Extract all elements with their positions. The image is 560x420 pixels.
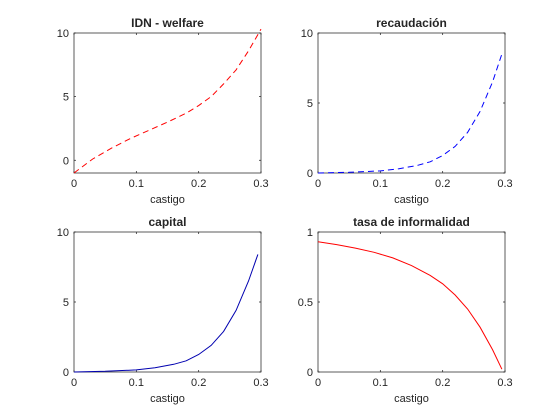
x-tick-label: 0: [315, 377, 321, 389]
x-axis-label: castigo: [394, 194, 429, 206]
axes-box: [317, 231, 506, 373]
y-tick-label: 0: [63, 367, 69, 379]
x-tick-label: 0.2: [435, 178, 450, 190]
y-tick-label: 0: [307, 168, 313, 180]
chart-title: recaudación: [376, 16, 447, 30]
x-tick-label: 0.1: [129, 377, 144, 389]
y-tick-label: 10: [57, 227, 69, 239]
x-tick-label: 0.1: [373, 178, 388, 190]
subplot-3: 0 0.1 0.2 0.3 0 5 10 capital castigo: [57, 215, 269, 405]
x-tick-label: 0.2: [191, 178, 206, 190]
x-tick-label: 0.3: [497, 377, 512, 389]
x-tick-label: 0.1: [129, 178, 144, 190]
axes-box: [317, 32, 506, 174]
x-tick-label: 0: [71, 377, 77, 389]
series-line: [317, 53, 503, 174]
axes-box: [73, 231, 262, 373]
chart-title: capital: [148, 215, 186, 229]
y-tick-label: 5: [307, 98, 313, 110]
y-tick-label: 0.5: [298, 297, 313, 309]
y-tick-label: 10: [57, 28, 69, 40]
subplot-4: 0 0.1 0.2 0.3 0 0.5 1 tasa de informalidad casti…: [298, 215, 513, 405]
series-line: [317, 241, 503, 370]
y-tick-label: 5: [63, 297, 69, 309]
axes-box: [73, 32, 262, 174]
subplot-2: 0 0.1 0.2 0.3 0 5 10 recaudación castigo: [301, 16, 513, 206]
y-tick-label: 0: [307, 367, 313, 379]
y-tick-label: 5: [63, 92, 69, 104]
x-tick-label: 0.2: [435, 377, 450, 389]
subplot-1: 0 0.1 0.2 0.3 0 5 10 IDN - welfare castigo: [57, 16, 269, 206]
y-tick-label: 10: [301, 28, 313, 40]
y-tick-label: 0: [63, 155, 69, 167]
y-tick-label: 1: [307, 227, 313, 239]
x-tick-label: 0.1: [373, 377, 388, 389]
series-line: [73, 254, 259, 373]
x-tick-label: 0: [315, 178, 321, 190]
x-tick-label: 0: [71, 178, 77, 190]
x-axis-label: castigo: [394, 393, 429, 405]
x-tick-label: 0.3: [253, 377, 268, 389]
chart-title: tasa de informalidad: [353, 215, 470, 229]
chart-title: IDN - welfare: [131, 16, 204, 30]
x-tick-label: 0.3: [253, 178, 268, 190]
x-tick-label: 0.3: [497, 178, 512, 190]
x-tick-label: 0.2: [191, 377, 206, 389]
series-line: [73, 28, 262, 174]
x-axis-label: castigo: [150, 393, 185, 405]
x-axis-label: castigo: [150, 194, 185, 206]
